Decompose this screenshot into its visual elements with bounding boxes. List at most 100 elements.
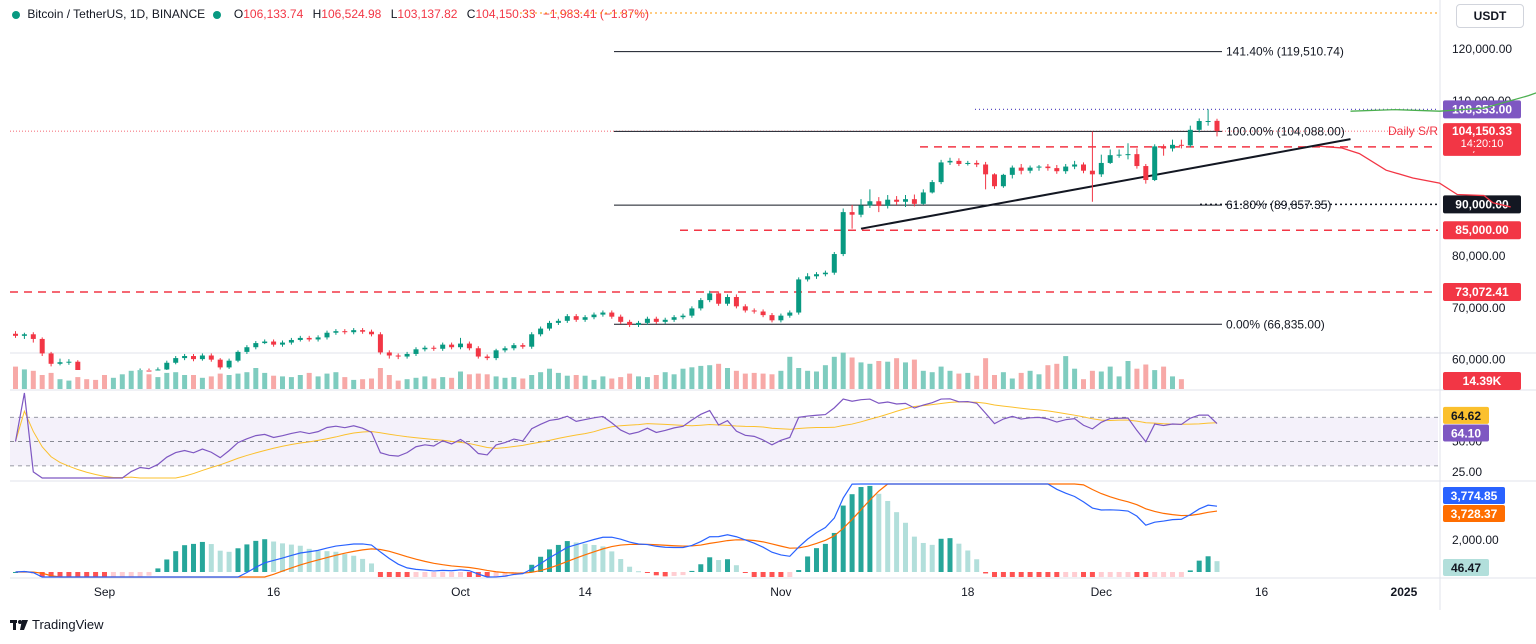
volume-bar [760, 373, 766, 389]
volume-bar [458, 371, 463, 389]
candle-body [858, 205, 864, 215]
candle-body [75, 361, 81, 370]
macd-histogram-bar [484, 572, 490, 577]
symbol-title[interactable]: Bitcoin / TetherUS, 1D, BINANCE [27, 7, 206, 21]
volume-bar [13, 366, 18, 389]
change-value: −1,983.41 (−1.87%) [542, 7, 649, 21]
macd-tag [1443, 487, 1505, 504]
rsi-tick-label: 25.00 [1452, 465, 1482, 479]
macd-histogram-bar [191, 543, 196, 572]
time-axis-label: Oct [451, 585, 470, 599]
candle-body [769, 315, 775, 321]
candle-body [983, 164, 989, 175]
macd-histogram-bar [822, 543, 828, 572]
volume-bar [911, 359, 917, 389]
candle-body [956, 160, 962, 164]
macd-histogram-bar [600, 546, 606, 572]
macd-histogram-bar [564, 541, 570, 572]
candle-body [1107, 155, 1113, 163]
candle-body [155, 369, 161, 371]
candle-body [475, 348, 481, 357]
candle-body [1045, 166, 1051, 169]
volume-bar [644, 377, 650, 389]
volume-bar [822, 365, 828, 389]
macd-histogram-bar [1125, 572, 1131, 577]
candle-body [520, 345, 526, 347]
candle-countdown: 14:20:10 [1461, 138, 1504, 150]
volume-bar [903, 362, 908, 389]
volume-bar [814, 371, 819, 389]
macd-histogram-bar [324, 551, 330, 572]
volume-bar [1125, 361, 1131, 389]
volume-bar [769, 374, 775, 389]
candle-body [48, 353, 54, 364]
bullish-projection-path [1350, 92, 1536, 112]
macd-histogram-bar [1196, 560, 1202, 572]
volume-bar [974, 375, 980, 389]
macd-histogram-bar [769, 572, 775, 577]
macd-histogram-bar [894, 512, 900, 572]
candle-body [413, 349, 419, 354]
currency-button[interactable]: USDT [1456, 4, 1524, 28]
volume-bar [128, 370, 134, 389]
volume-bar [110, 377, 116, 389]
candle-body [814, 274, 819, 277]
candle-body [1009, 167, 1015, 175]
ascending-trendline [860, 138, 1351, 230]
candle-body [199, 355, 205, 360]
market-status-icon [12, 10, 20, 19]
candle-body [894, 199, 900, 202]
candle-body [885, 199, 891, 206]
macd-histogram-bar [609, 551, 615, 572]
macd-histogram-bar [725, 559, 730, 572]
macd-histogram-bar [965, 550, 971, 572]
candle-body [751, 310, 757, 312]
volume-bar [1072, 368, 1078, 389]
macd-histogram-bar [644, 572, 650, 573]
macd-histogram-bar [226, 551, 232, 572]
price-tick-label: 70,000.00 [1452, 301, 1506, 315]
macd-histogram-bar [262, 539, 268, 572]
macd-histogram-bar [458, 572, 463, 577]
macd-histogram-bar [573, 542, 579, 572]
macd-histogram-bar [876, 493, 882, 572]
macd-histogram-bar [1098, 572, 1104, 577]
macd-histogram-bar [983, 572, 989, 574]
candle-body [182, 356, 188, 359]
candle-body [725, 297, 730, 304]
volume-bar [1009, 378, 1015, 389]
volume-tag [1443, 372, 1521, 390]
macd-hist-tag [1443, 559, 1489, 576]
candle-body [431, 347, 437, 349]
candle-body [1018, 167, 1024, 171]
volume-bar [502, 377, 508, 389]
macd-histogram-bar [271, 541, 277, 572]
price-tick-label: 60,000.00 [1452, 353, 1506, 367]
candle-body [30, 334, 36, 339]
macd-histogram-bar [1205, 556, 1211, 572]
macd-histogram-bar [831, 532, 837, 572]
candle-body [538, 328, 544, 335]
volume-bar [564, 375, 570, 389]
candle-body [404, 353, 410, 357]
volume-bar [1152, 370, 1158, 389]
volume-bar [1063, 356, 1069, 389]
volume-bar [938, 366, 944, 389]
macd-histogram-bar [306, 548, 312, 572]
volume-bar [208, 376, 214, 389]
candle-body [644, 318, 650, 323]
candle-body [235, 351, 241, 361]
open-label: O [233, 7, 244, 21]
volume-bar [1143, 364, 1149, 389]
macd-histogram-bar [938, 538, 944, 572]
candle-body [840, 212, 846, 255]
volume-bar [449, 377, 455, 389]
branding-text: TradingView [32, 617, 104, 632]
tradingview-branding[interactable]: TradingView [10, 617, 104, 632]
macd-histogram-bar [84, 572, 90, 577]
volume-bar [235, 373, 241, 389]
fib-level-label: 61.80% (89,857.35) [1226, 198, 1331, 212]
candle-body [253, 343, 259, 348]
candle-body [484, 356, 490, 359]
